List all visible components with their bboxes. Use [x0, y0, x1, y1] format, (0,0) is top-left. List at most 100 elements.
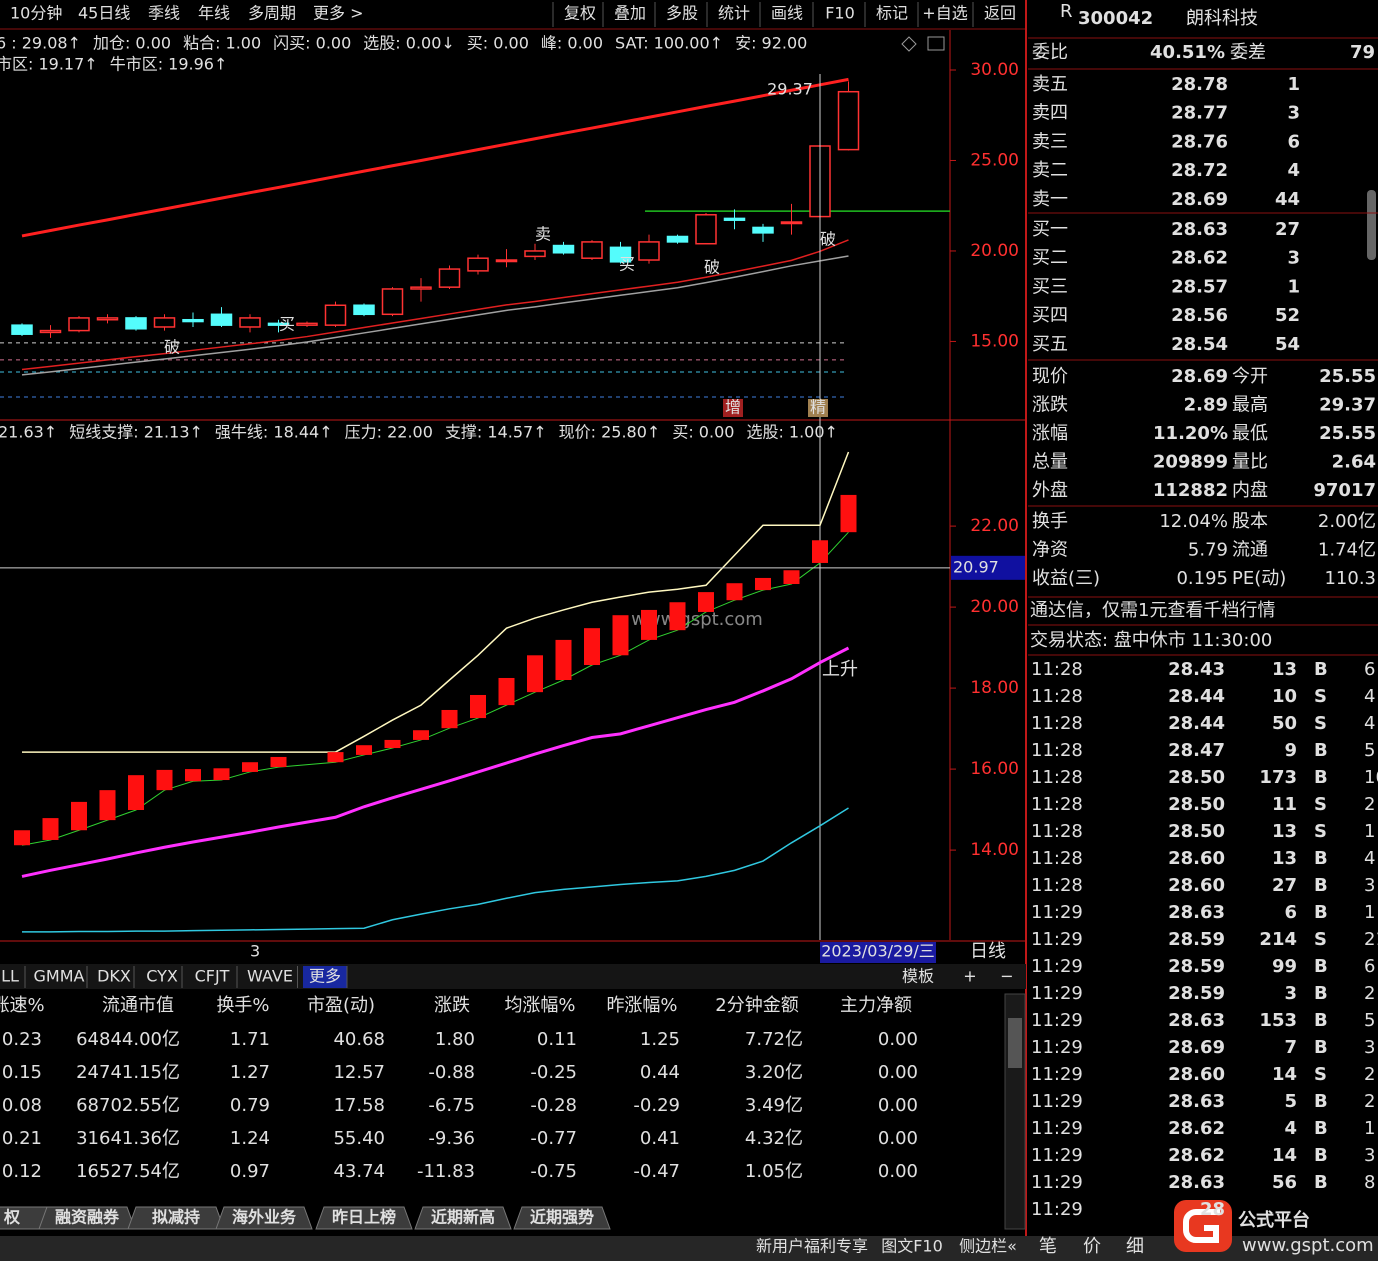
book-volume: 1: [1287, 74, 1300, 95]
promo-message[interactable]: 通达信，仅需1元查看千档行情: [1030, 600, 1275, 621]
tab-shape: [127, 1206, 225, 1230]
bottom-tab[interactable]: 融资融券: [55, 1208, 120, 1227]
tab-control[interactable]: +: [963, 967, 976, 986]
table-cell: 7.72亿: [745, 1029, 803, 1050]
trade-time: 11:29: [1031, 1199, 1083, 1220]
tab-control[interactable]: 模板: [902, 967, 934, 986]
toolbar-button[interactable]: 多股: [666, 4, 698, 23]
date-box: [820, 942, 936, 963]
indicator-value: SAT: 100.00↑: [615, 34, 723, 53]
toolbar-tab[interactable]: 更多 >: [313, 4, 364, 23]
indicator-tab[interactable]: DKX: [97, 967, 131, 986]
trade-volume: 13: [1272, 659, 1297, 680]
bottom-tab[interactable]: 拟减持: [152, 1208, 200, 1227]
table-cell: 0.11: [537, 1029, 577, 1050]
trade-volume: 13: [1272, 848, 1297, 869]
toolbar-tab[interactable]: 年线: [198, 4, 230, 23]
scroll-thumb[interactable]: [1008, 1018, 1022, 1068]
table-cell: 0.00: [878, 1128, 918, 1149]
column-header[interactable]: 换手%: [216, 995, 269, 1016]
status-item[interactable]: 图文F10: [881, 1237, 943, 1256]
column-header[interactable]: 主力净额: [840, 995, 912, 1016]
detail-tab[interactable]: 价: [1083, 1236, 1101, 1257]
candle-body: [11, 324, 33, 335]
bottom-tab[interactable]: 海外业务: [232, 1208, 297, 1227]
bar: [783, 570, 800, 585]
bar: [356, 745, 372, 755]
table-cell: 0.12: [2, 1161, 42, 1182]
indicator-tab[interactable]: GMMA: [34, 967, 85, 986]
indicator-tab[interactable]: CFJT: [195, 967, 230, 986]
indicator-tab[interactable]: WAVE: [247, 967, 293, 986]
table-cell: 3.20亿: [745, 1062, 803, 1083]
column-header[interactable]: 2分钟金额: [715, 995, 798, 1016]
toolbar-button[interactable]: 叠加: [614, 4, 646, 23]
tab-shape: [315, 1206, 413, 1230]
bottom-tab[interactable]: 近期新高: [431, 1208, 495, 1227]
indicator-line: [22, 451, 850, 753]
indicator-tab[interactable]: LL: [1, 967, 19, 986]
candle-body: [296, 322, 318, 326]
indicator-tab[interactable]: 更多: [309, 967, 341, 986]
book-volume: 3: [1287, 248, 1300, 269]
book-price: 28.69: [1171, 189, 1228, 210]
bottom-tab[interactable]: 近期强势: [530, 1208, 594, 1227]
trade-count: 4: [1364, 686, 1375, 707]
bar: [441, 709, 458, 729]
toolbar-tab[interactable]: 10分钟: [10, 4, 62, 23]
column-header[interactable]: 昨涨幅%: [606, 995, 677, 1016]
trade-price: 28.63: [1168, 1172, 1225, 1193]
table-cell: 31641.36亿: [76, 1128, 180, 1149]
book-price: 28.77: [1171, 103, 1228, 124]
candle-body: [666, 235, 689, 243]
table-cell: 0.97: [230, 1161, 270, 1182]
table-cell: 1.25: [640, 1029, 680, 1050]
column-header[interactable]: 涨跌: [434, 995, 470, 1016]
stat-value: 25.55: [1319, 423, 1376, 444]
book-label: 卖一: [1032, 189, 1068, 210]
axis-marker: 3: [250, 942, 260, 961]
weibi: 40.51%: [1150, 42, 1225, 63]
trade-volume: 14: [1272, 1145, 1297, 1166]
status-item[interactable]: 新用户福利专享: [756, 1237, 868, 1256]
toolbar-button[interactable]: 标记: [876, 4, 908, 23]
trade-count: 5: [1364, 1010, 1375, 1031]
toolbar-button[interactable]: 返回: [984, 4, 1016, 23]
bar: [555, 639, 572, 680]
column-header[interactable]: 涨速%: [0, 995, 45, 1016]
toolbar-tab[interactable]: 多周期: [248, 4, 296, 23]
scroll-thumb[interactable]: [1367, 190, 1376, 260]
tab-control[interactable]: −: [1000, 967, 1013, 986]
toolbar-tab[interactable]: 季线: [148, 4, 180, 23]
trade-price: 28.44: [1168, 713, 1225, 734]
column-header[interactable]: 流通市值: [102, 995, 174, 1016]
indicator-line: [21, 646, 850, 878]
detail-tab[interactable]: 细: [1126, 1236, 1144, 1257]
detail-tab[interactable]: 笔: [1039, 1236, 1057, 1257]
book-label: 卖五: [1032, 74, 1068, 95]
trade-volume: 50: [1272, 713, 1297, 734]
trade-status: 交易状态: 盘中休市 11:30:00: [1030, 630, 1272, 651]
toolbar-button[interactable]: F10: [825, 4, 855, 23]
bar: [669, 602, 686, 631]
trade-price: 28.63: [1168, 1091, 1225, 1112]
indicator-tab[interactable]: CYX: [146, 967, 178, 986]
signal-box: [808, 399, 828, 417]
trade-volume: 9: [1284, 740, 1297, 761]
column-header[interactable]: 均涨幅%: [504, 995, 575, 1016]
toolbar-button[interactable]: 画线: [771, 4, 803, 23]
bar: [612, 615, 629, 656]
toolbar-button[interactable]: +自选: [922, 4, 967, 23]
bottom-tab[interactable]: 昨日上榜: [332, 1208, 396, 1227]
toolbar-button[interactable]: 复权: [564, 4, 596, 23]
table-cell: -9.36: [428, 1128, 475, 1149]
table-cell: 16527.54亿: [76, 1161, 180, 1182]
candle-body: [267, 322, 290, 326]
tab-shape: [414, 1206, 512, 1230]
stat-label: 涨幅: [1032, 423, 1068, 444]
status-item[interactable]: 侧边栏«: [959, 1237, 1017, 1256]
column-header[interactable]: 市盈(动): [307, 995, 375, 1016]
toolbar-button[interactable]: 统计: [718, 4, 750, 23]
bottom-tab[interactable]: 权: [3, 1208, 21, 1227]
toolbar-tab[interactable]: 45日线: [78, 4, 130, 23]
